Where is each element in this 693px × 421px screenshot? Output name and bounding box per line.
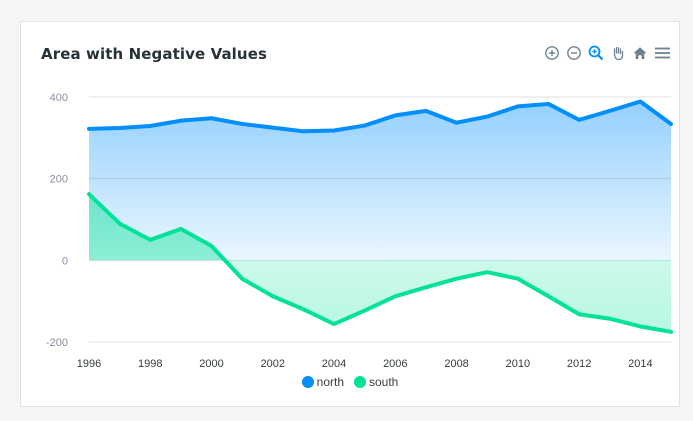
legend-item-north[interactable]: north — [301, 375, 344, 389]
x-tick-label: 2008 — [444, 358, 468, 370]
area-south-negative — [224, 260, 671, 332]
legend-label-south: south — [369, 375, 399, 389]
y-tick-label: -200 — [46, 337, 68, 349]
x-tick-label: 2004 — [322, 358, 346, 370]
legend-marker-north — [301, 376, 314, 388]
selection-zoom-icon[interactable] — [587, 44, 605, 62]
x-tick-label: 1998 — [138, 358, 162, 370]
x-tick-label: 2002 — [261, 358, 285, 370]
x-tick-label: 2006 — [383, 358, 407, 370]
pan-icon[interactable] — [609, 44, 627, 62]
y-tick-label: 200 — [50, 174, 68, 186]
x-tick-label: 2000 — [199, 358, 223, 370]
area-north — [89, 101, 671, 261]
x-tick-label: 2012 — [567, 358, 591, 370]
menu-icon[interactable] — [653, 44, 671, 62]
legend-item-south[interactable]: south — [354, 375, 398, 389]
legend-label-north: north — [316, 375, 344, 389]
zoom-out-icon[interactable] — [565, 44, 583, 62]
zoom-in-icon[interactable] — [543, 44, 561, 62]
line-south — [87, 192, 673, 334]
legend-marker-south — [354, 376, 366, 388]
area-south-positive — [89, 194, 671, 261]
y-tick-label: 400 — [50, 92, 68, 104]
x-tick-label: 2010 — [506, 358, 530, 370]
chart-toolbar — [543, 44, 671, 62]
chart-card: Area with Negative Values — [20, 21, 680, 407]
chart-title: Area with Negative Values — [41, 45, 267, 63]
line-north — [87, 99, 673, 134]
x-tick-label: 2014 — [628, 358, 652, 370]
chart-legend: north south — [21, 375, 679, 389]
reset-home-icon[interactable] — [631, 44, 649, 62]
y-tick-label: 0 — [62, 255, 68, 267]
x-tick-label: 1996 — [77, 358, 101, 370]
